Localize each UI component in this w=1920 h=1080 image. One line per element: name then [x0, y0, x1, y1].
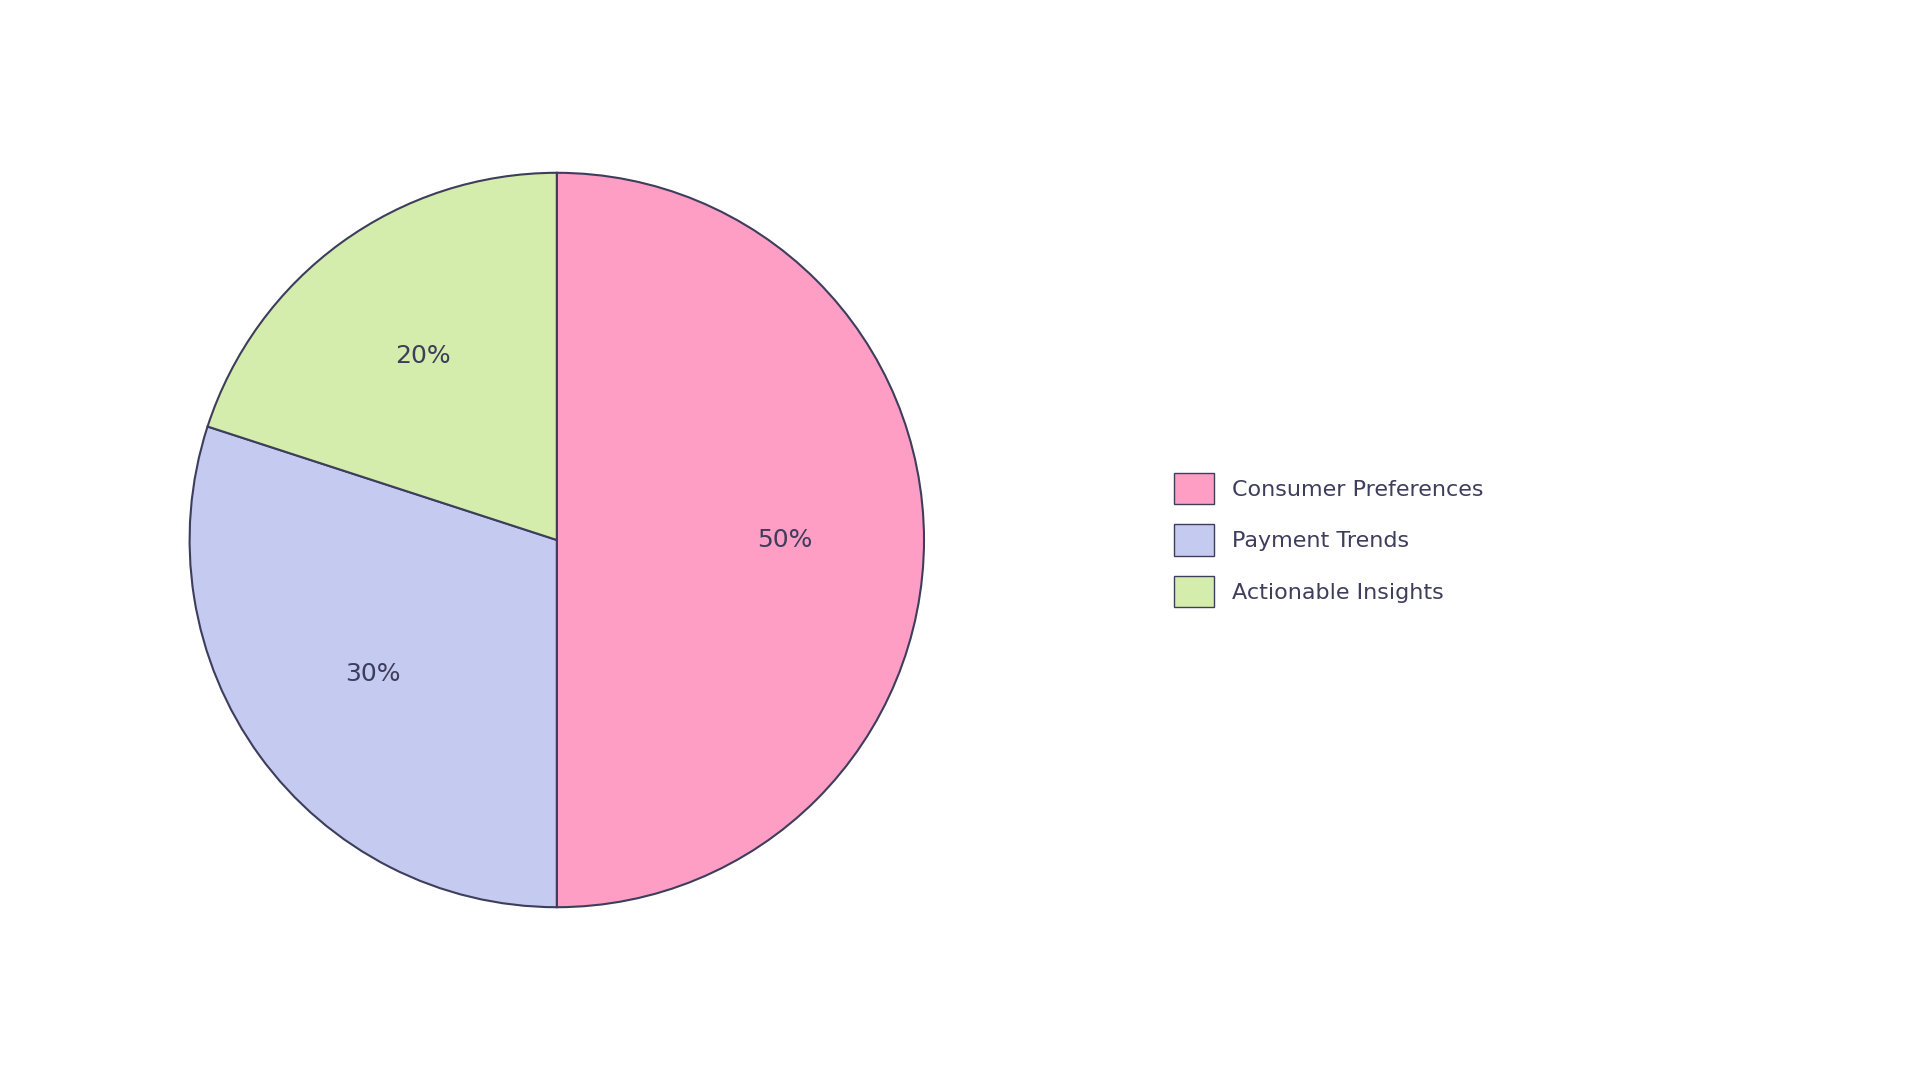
- Wedge shape: [557, 173, 924, 907]
- Legend: Consumer Preferences, Payment Trends, Actionable Insights: Consumer Preferences, Payment Trends, Ac…: [1164, 462, 1494, 618]
- Text: 30%: 30%: [346, 662, 401, 686]
- Text: 20%: 20%: [396, 343, 451, 368]
- Wedge shape: [207, 173, 557, 540]
- Text: 50%: 50%: [756, 528, 812, 552]
- Wedge shape: [190, 427, 557, 907]
